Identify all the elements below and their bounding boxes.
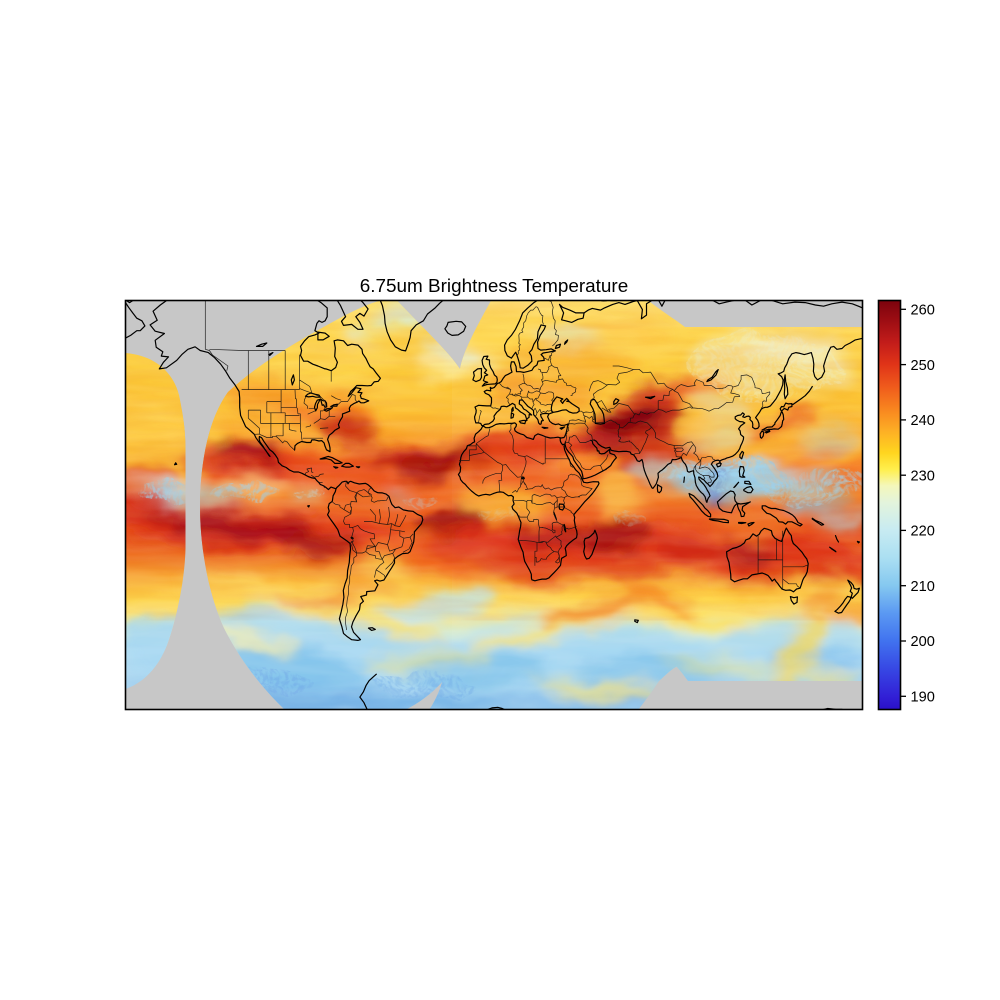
svg-text:260: 260 <box>911 303 935 319</box>
svg-text:210: 210 <box>911 579 935 595</box>
svg-text:240: 240 <box>911 413 935 429</box>
svg-text:250: 250 <box>911 358 935 374</box>
svg-text:200: 200 <box>911 634 935 650</box>
svg-text:6.75um Brightness Temperature: 6.75um Brightness Temperature <box>360 276 628 297</box>
svg-text:190: 190 <box>911 690 935 706</box>
svg-text:230: 230 <box>911 468 935 484</box>
svg-text:220: 220 <box>911 524 935 540</box>
